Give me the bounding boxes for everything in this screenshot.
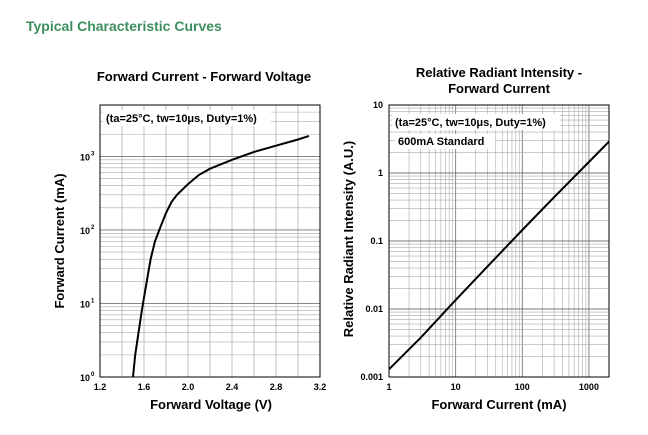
chart1-plot-frame: [99, 104, 321, 378]
chart1-x-tick-label: 2.4: [226, 382, 239, 392]
chart2-plot-frame: [388, 104, 610, 378]
chart2-y-tick-label: 1: [378, 168, 383, 178]
chart2-series-line: [388, 140, 610, 371]
chart1-x-label: Forward Voltage (V): [150, 397, 272, 412]
chart1-grid: [100, 105, 320, 377]
chart2-annotation2: 600mA Standard: [398, 136, 484, 148]
chart2-y-ticks: 0.001 0.01 0.1 1 10: [360, 100, 383, 382]
chart1-x-ticks: 1.2 1.6 2.0 2.4 2.8 3.2: [94, 382, 327, 392]
chart1-x-tick-label: 1.6: [138, 382, 151, 392]
chart2-annotation2-bg: [395, 134, 495, 149]
chart1-series-line: [132, 134, 310, 378]
chart1-x-tick-label: 2.0: [182, 382, 195, 392]
chart1-annotation-bg: [103, 110, 271, 126]
chart-forward-current-voltage: Forward Current - Forward Voltage 1.2 1.6…: [52, 69, 326, 412]
chart2-title-line2: Forward Current: [448, 81, 551, 96]
chart1-y-tick-exponent: 3: [91, 151, 95, 157]
chart2-y-tick-label: 0.1: [370, 236, 383, 246]
chart2-x-tick-label: 10: [451, 382, 461, 392]
chart1-y-tick-exponent: 0: [91, 372, 95, 378]
chart2-annotation-bg: [392, 114, 560, 130]
chart1-y-tick-label: 10: [80, 152, 90, 162]
chart2-x-ticks: 1 10 100 1000: [386, 382, 598, 392]
chart1-y-tick-label: 10: [80, 226, 90, 236]
chart2-x-label: Forward Current (mA): [431, 397, 566, 412]
chart1-y-tick-label: 10: [80, 373, 90, 383]
chart2-annotation: (ta=25°C, tw=10μs, Duty=1%): [395, 117, 546, 129]
chart1-x-tick-label: 3.2: [314, 382, 327, 392]
chart1-y-tick-exponent: 1: [91, 298, 95, 304]
chart1-y-tick-label: 10: [80, 299, 90, 309]
chart2-y-tick-label: 10: [373, 100, 383, 110]
chart2-x-tick-label: 1000: [579, 382, 599, 392]
chart2-title-line1: Relative Radiant Intensity -: [416, 65, 582, 80]
chart-radiant-intensity-current: Relative Radiant Intensity - Forward Cur…: [341, 65, 610, 412]
chart1-title: Forward Current - Forward Voltage: [97, 69, 311, 84]
chart1-annotation: (ta=25°C, tw=10μs, Duty=1%): [106, 113, 257, 125]
chart2-y-tick-label: 0.001: [360, 372, 383, 382]
chart2-y-label: Relative Radiant Intensity (A.U.): [341, 141, 356, 337]
chart2-x-tick-label: 1: [386, 382, 391, 392]
chart1-x-tick-label: 2.8: [270, 382, 283, 392]
chart1-x-tick-label: 1.2: [94, 382, 107, 392]
chart2-y-tick-label: 0.01: [365, 304, 383, 314]
page-heading: Typical Characteristic Curves: [26, 18, 222, 34]
chart1-y-label: Forward Current (mA): [52, 173, 67, 308]
chart2-x-tick-label: 100: [515, 382, 530, 392]
chart1-y-tick-exponent: 2: [91, 225, 95, 231]
